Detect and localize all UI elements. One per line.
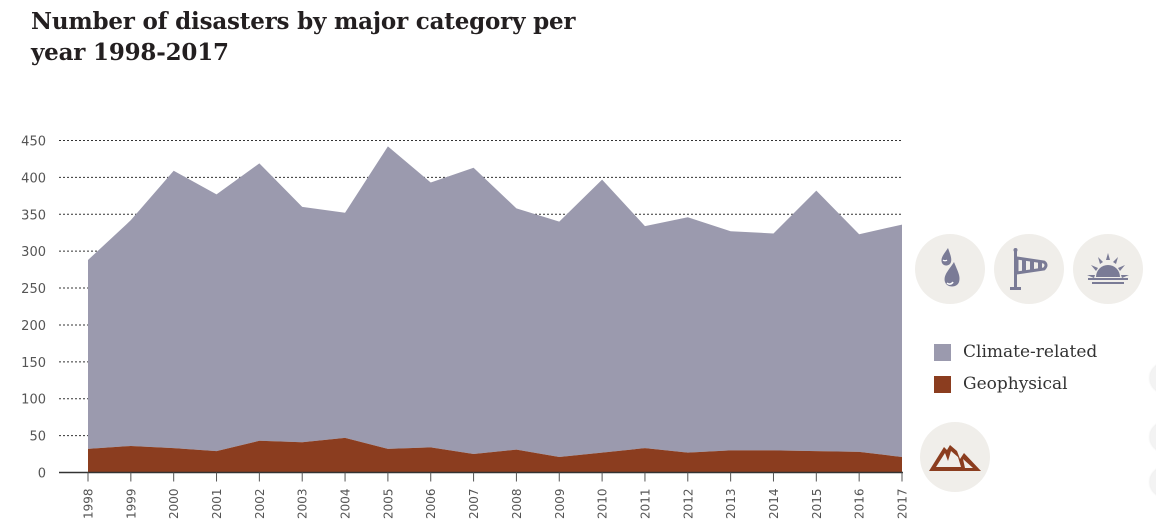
x-tick-label: 2001 [210, 489, 224, 520]
x-tick-label: 2016 [853, 489, 867, 520]
x-tick-label: 2010 [596, 489, 610, 520]
windsock-icon [994, 234, 1064, 304]
partial-icon-circle [1150, 422, 1156, 452]
x-tick-label: 2000 [167, 489, 181, 520]
legend-swatch-geophysical [934, 375, 951, 393]
legend-label-climate-related: Climate-related [963, 342, 1098, 362]
y-tick-label: 250 [21, 282, 46, 297]
legend-swatch-climate-related [934, 343, 951, 361]
x-tick-label: 2017 [896, 489, 910, 520]
y-tick-label: 350 [21, 208, 46, 223]
area-geophysical [88, 437, 902, 473]
x-tick-label: 2006 [424, 489, 438, 520]
rain-drops-icon [915, 234, 985, 304]
legend-item-geophysical: Geophysical [934, 368, 1097, 400]
chart-title-line-1: Number of disasters by major category pe… [31, 8, 576, 35]
x-tick-label: 2007 [467, 489, 481, 520]
x-tick-label: 2013 [724, 489, 738, 520]
stacked-area-chart: 0 50 100 150 200 250 300 350 400 450 1998 1999 2000… [21, 135, 910, 520]
mountain-icon [920, 422, 990, 492]
chart-title-line-2: year 1998-2017 [31, 39, 229, 66]
legend: Climate-related Geophysical [934, 336, 1097, 400]
legend-label-geophysical: Geophysical [963, 374, 1068, 394]
legend-item-climate-related: Climate-related [934, 336, 1097, 368]
area-climate-related [88, 146, 902, 458]
x-tick-label: 2003 [296, 489, 310, 520]
axes [59, 471, 903, 482]
y-tick-label: 0 [38, 467, 46, 482]
partial-icon-circle [1150, 363, 1156, 393]
x-tick-label: 2011 [638, 489, 652, 520]
y-tick-label: 400 [21, 171, 46, 186]
x-tick-label: 2015 [810, 489, 824, 520]
partial-icon-circle [1150, 467, 1156, 497]
y-tick-label: 50 [29, 430, 46, 445]
x-tick-label: 1998 [82, 489, 96, 520]
y-tick-label: 200 [21, 319, 46, 334]
x-tick-label: 1999 [124, 489, 138, 520]
x-tick-label: 2012 [681, 489, 695, 520]
x-tick-label: 2014 [767, 489, 781, 520]
x-tick-labels: 1998 1999 2000 2001 2002 2003 2004 2005 2006 2007… [82, 489, 910, 520]
x-tick-label: 2004 [339, 489, 353, 520]
x-tick-label: 2008 [510, 489, 524, 520]
y-tick-labels: 0 50 100 150 200 250 300 350 400 450 [21, 135, 46, 482]
y-tick-label: 300 [21, 245, 46, 260]
chart-title: Number of disasters by major category pe… [31, 6, 631, 68]
y-tick-label: 150 [21, 356, 46, 371]
y-tick-label: 450 [21, 135, 46, 150]
sun-icon [1073, 234, 1143, 304]
y-tick-label: 100 [21, 393, 46, 408]
areas [88, 146, 902, 473]
x-tick-label: 2005 [381, 489, 395, 520]
x-tick-label: 2009 [553, 489, 567, 520]
x-tick-label: 2002 [253, 489, 267, 520]
